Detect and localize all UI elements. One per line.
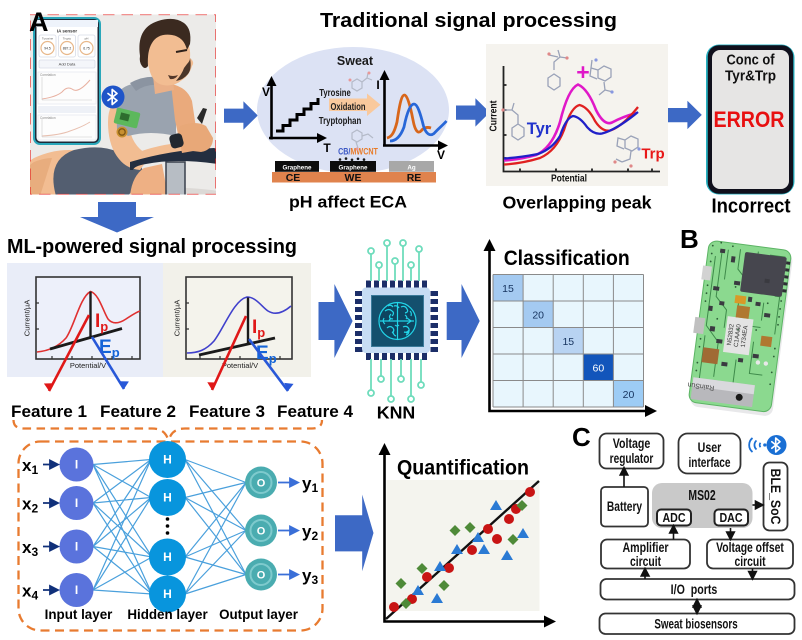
svg-text:1734EA: 1734EA xyxy=(740,324,750,348)
svg-text:User: User xyxy=(698,440,722,456)
svg-text:Output layer: Output layer xyxy=(219,607,299,622)
svg-text:V: V xyxy=(437,148,445,162)
svg-text:circuit: circuit xyxy=(734,553,765,569)
svg-text:circuit: circuit xyxy=(630,553,661,569)
svg-text:C: C xyxy=(572,422,591,452)
svg-text:H: H xyxy=(163,587,172,601)
svg-text:Incorrect: Incorrect xyxy=(712,196,791,218)
svg-text:H: H xyxy=(163,491,172,505)
svg-text:20: 20 xyxy=(532,310,544,322)
svg-text:DAC: DAC xyxy=(719,511,743,525)
svg-text:Conc of: Conc of xyxy=(727,53,775,69)
svg-text:Feature 4: Feature 4 xyxy=(277,402,354,421)
svg-text:WE: WE xyxy=(345,172,362,184)
svg-text:x4: x4 xyxy=(22,582,38,603)
svg-text:Traditional signal processing: Traditional signal processing xyxy=(320,10,617,32)
svg-text:x2: x2 xyxy=(22,495,38,516)
svg-text:Potential/V: Potential/V xyxy=(70,361,106,370)
svg-text:Tryptophan: Tryptophan xyxy=(319,115,361,126)
svg-text:pH affect ECA: pH affect ECA xyxy=(289,193,407,212)
svg-text:KNN: KNN xyxy=(377,403,416,423)
svg-text:60: 60 xyxy=(593,363,605,375)
svg-text:Tyrosine: Tyrosine xyxy=(319,87,350,98)
svg-text:15: 15 xyxy=(502,283,514,295)
svg-text:Correlation: Correlation xyxy=(40,116,56,120)
svg-text:I: I xyxy=(75,540,78,554)
svg-text:I: I xyxy=(75,458,78,472)
svg-text:20: 20 xyxy=(623,389,635,401)
svg-text:Sweat biosensors: Sweat biosensors xyxy=(654,616,738,632)
svg-text:Trypto: Trypto xyxy=(63,37,72,41)
svg-text:Amplifier: Amplifier xyxy=(622,540,668,556)
svg-text:Ag: Ag xyxy=(407,164,415,171)
svg-text:I/O ports: I/O ports xyxy=(671,582,718,598)
svg-text:CE: CE xyxy=(286,172,301,184)
svg-text:Tyr&Trp: Tyr&Trp xyxy=(725,69,776,85)
svg-text:MS02: MS02 xyxy=(688,487,715,503)
svg-text:Oxidation: Oxidation xyxy=(330,101,365,112)
svg-text:Correlation: Correlation xyxy=(40,73,56,77)
svg-text:Potential/V: Potential/V xyxy=(222,361,258,370)
svg-text:ERROR: ERROR xyxy=(714,107,785,132)
svg-text:ML-powered signal processing: ML-powered signal processing xyxy=(7,236,297,258)
svg-text:ADC: ADC xyxy=(662,511,686,525)
svg-text:y3: y3 xyxy=(302,566,318,587)
svg-text:y2: y2 xyxy=(302,522,318,543)
svg-text:IA sensor: IA sensor xyxy=(57,29,78,34)
svg-text:x1: x1 xyxy=(22,456,38,477)
svg-text:Classification: Classification xyxy=(504,246,630,270)
svg-text:Current/µA: Current/µA xyxy=(23,300,32,336)
svg-text:O: O xyxy=(257,526,266,538)
svg-text:Tyrosine: Tyrosine xyxy=(42,37,54,41)
svg-text:Voltage offset: Voltage offset xyxy=(716,539,784,555)
svg-text:Feature 2: Feature 2 xyxy=(100,402,176,421)
svg-text:A: A xyxy=(29,7,49,37)
svg-text:regulator: regulator xyxy=(610,450,654,466)
svg-text:Feature 3: Feature 3 xyxy=(189,402,265,421)
svg-text:Potential: Potential xyxy=(551,174,587,185)
svg-text:x3: x3 xyxy=(22,538,38,559)
svg-text:15: 15 xyxy=(562,336,574,348)
svg-text:I: I xyxy=(376,78,379,92)
svg-text:N52832: N52832 xyxy=(726,323,736,346)
svg-text:O: O xyxy=(257,570,266,582)
svg-text:BLE_SoC: BLE_SoC xyxy=(768,469,783,525)
svg-text:6.75: 6.75 xyxy=(83,47,90,51)
svg-text:pH: pH xyxy=(85,37,89,41)
svg-text:O: O xyxy=(257,478,266,490)
svg-text:V: V xyxy=(262,85,270,99)
svg-text:Current/µA: Current/µA xyxy=(173,300,182,336)
svg-text:Current: Current xyxy=(489,100,500,132)
svg-text:Voltage: Voltage xyxy=(613,436,651,452)
svg-text:T: T xyxy=(323,141,331,155)
svg-text:+: + xyxy=(576,59,589,85)
svg-text:Hidden layer: Hidden layer xyxy=(127,607,208,622)
svg-text:C1AA60: C1AA60 xyxy=(733,323,743,347)
svg-text:Tyr: Tyr xyxy=(527,120,552,138)
svg-text:B: B xyxy=(680,224,699,254)
svg-text:I: I xyxy=(75,496,78,510)
svg-text:Overlapping peak: Overlapping peak xyxy=(503,193,652,213)
svg-text:RE: RE xyxy=(407,172,422,184)
svg-text:Trp: Trp xyxy=(641,146,664,163)
svg-text:Sweat: Sweat xyxy=(337,54,374,68)
svg-text:Feature 1: Feature 1 xyxy=(11,402,87,421)
svg-text:RainSun: RainSun xyxy=(687,381,715,391)
svg-text:y1: y1 xyxy=(302,474,318,495)
svg-text:94.5: 94.5 xyxy=(44,47,51,51)
svg-text:I: I xyxy=(75,583,78,597)
svg-text:Add Data: Add Data xyxy=(59,62,76,67)
svg-text:Quantification: Quantification xyxy=(397,457,529,480)
svg-text:Battery: Battery xyxy=(607,498,642,514)
svg-text:Input layer: Input layer xyxy=(45,607,114,622)
svg-text:interface: interface xyxy=(689,454,731,470)
svg-text:H: H xyxy=(163,453,172,467)
svg-text:887.2: 887.2 xyxy=(63,47,72,51)
svg-text:CB/MWCNT: CB/MWCNT xyxy=(338,147,378,157)
svg-text:Graphene: Graphene xyxy=(339,164,368,171)
svg-text:H: H xyxy=(163,550,172,564)
svg-text:Graphene: Graphene xyxy=(283,164,312,171)
